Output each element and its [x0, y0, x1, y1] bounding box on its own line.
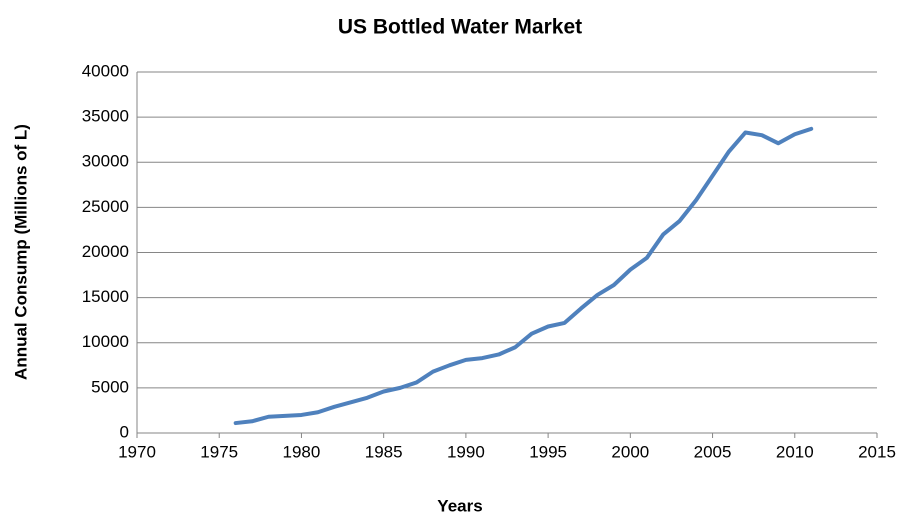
y-tick-label: 20000: [82, 242, 129, 261]
x-tick-label: 1975: [200, 442, 238, 461]
y-tick-label: 30000: [82, 152, 129, 171]
y-tick-label: 15000: [82, 287, 129, 306]
x-tick-label: 2000: [611, 442, 649, 461]
x-axis-label: Years: [437, 496, 482, 515]
y-axis-label: Annual Consump (Millions of L): [11, 124, 30, 380]
x-tick-label: 2005: [694, 442, 732, 461]
x-tick-label: 1990: [447, 442, 485, 461]
x-tick-label: 1985: [365, 442, 403, 461]
x-tick-label: 2010: [776, 442, 814, 461]
chart-title: US Bottled Water Market: [338, 16, 582, 39]
y-tick-label: 10000: [82, 332, 129, 351]
y-tick-label: 5000: [91, 377, 129, 396]
x-tick-label: 1970: [118, 442, 156, 461]
y-tick-label: 40000: [82, 61, 129, 80]
line-series: [233, 126, 814, 426]
y-tick-label: 25000: [82, 197, 129, 216]
x-tick-label: 1995: [529, 442, 567, 461]
x-tick-label: 1980: [283, 442, 321, 461]
x-tick-label: 2015: [858, 442, 896, 461]
y-tick-label: 35000: [82, 107, 129, 126]
y-tick-label: 0: [120, 422, 129, 441]
